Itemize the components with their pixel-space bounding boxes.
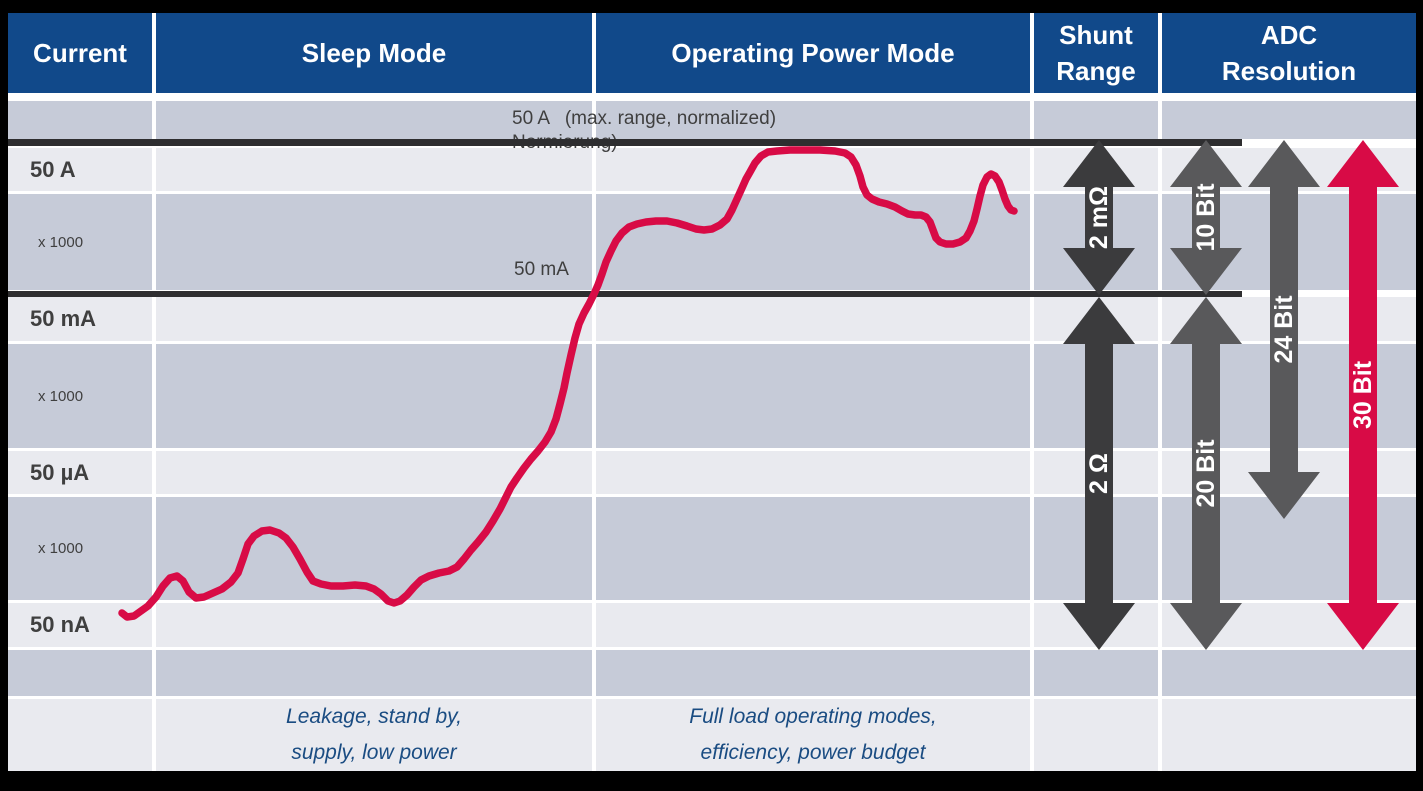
sleep-mode-footnote: Leakage, stand by, supply, low power — [156, 700, 592, 770]
column-separator-0 — [152, 101, 156, 771]
column-separator-1 — [592, 101, 596, 771]
axis-label-50-nA: 50 nA — [30, 612, 90, 637]
scale-band-9 — [8, 699, 1416, 771]
header-current: Current — [8, 13, 152, 93]
sleep-mode-footnote-line2: supply, low power — [291, 741, 457, 764]
scale-band-3 — [8, 297, 1416, 341]
header-sleep-mode-label: Sleep Mode — [301, 38, 447, 68]
multiplier-label-0: x 1000 — [38, 233, 84, 251]
multiplier-label-1: x 1000 — [38, 387, 84, 405]
operating-mode-footnote-line1: Full load operating modes, — [689, 705, 937, 728]
operating-mode-footnote: Full load operating modes, efficiency, p… — [596, 700, 1030, 770]
header-operating-power-mode: Operating Power Mode — [596, 13, 1030, 93]
scale-band-1 — [8, 148, 1416, 191]
scale-band-0 — [8, 101, 1416, 139]
scale-band-7 — [8, 603, 1416, 647]
operating-mode-footnote-line2: efficiency, power budget — [700, 741, 926, 764]
axis-label-50-µA: 50 µA — [30, 459, 90, 485]
scale-band-5 — [8, 451, 1416, 494]
annotation-50mA-threshold: 50 mA — [514, 259, 569, 280]
axis-line-50A — [8, 139, 1242, 146]
header-current-label: Current — [33, 38, 127, 68]
column-separator-2 — [1030, 101, 1034, 771]
column-separator-3 — [1158, 101, 1162, 771]
axis-label-50-mA: 50 mA — [30, 306, 97, 331]
scale-band-8 — [8, 650, 1416, 696]
header-adc-resolution-label: ADC — [1260, 20, 1318, 50]
multiplier-label-2: x 1000 — [38, 540, 84, 557]
header-shunt-range-label: Shunt — [1059, 20, 1133, 50]
scale-band-2 — [8, 194, 1416, 290]
scale-band-4 — [8, 344, 1416, 448]
sleep-mode-footnote-line1: Leakage, stand by, — [286, 705, 462, 728]
header-shunt-range: Shunt Range — [1034, 13, 1158, 93]
axis-label-50-A: 50 A — [30, 156, 76, 182]
header-adc-resolution: ADC Resolution — [1162, 13, 1416, 93]
header-adc-resolution-label: Resolution — [1221, 56, 1357, 86]
header-sleep-mode: Sleep Mode — [156, 13, 592, 93]
annotation-max-range: 50 A (max. range, normalized) — [512, 108, 777, 129]
header-operating-power-mode-label: Operating Power Mode — [671, 38, 955, 68]
header-shunt-range-label: Range — [1056, 56, 1136, 86]
scale-band-6 — [8, 497, 1416, 600]
axis-line-50mA — [8, 291, 1242, 297]
